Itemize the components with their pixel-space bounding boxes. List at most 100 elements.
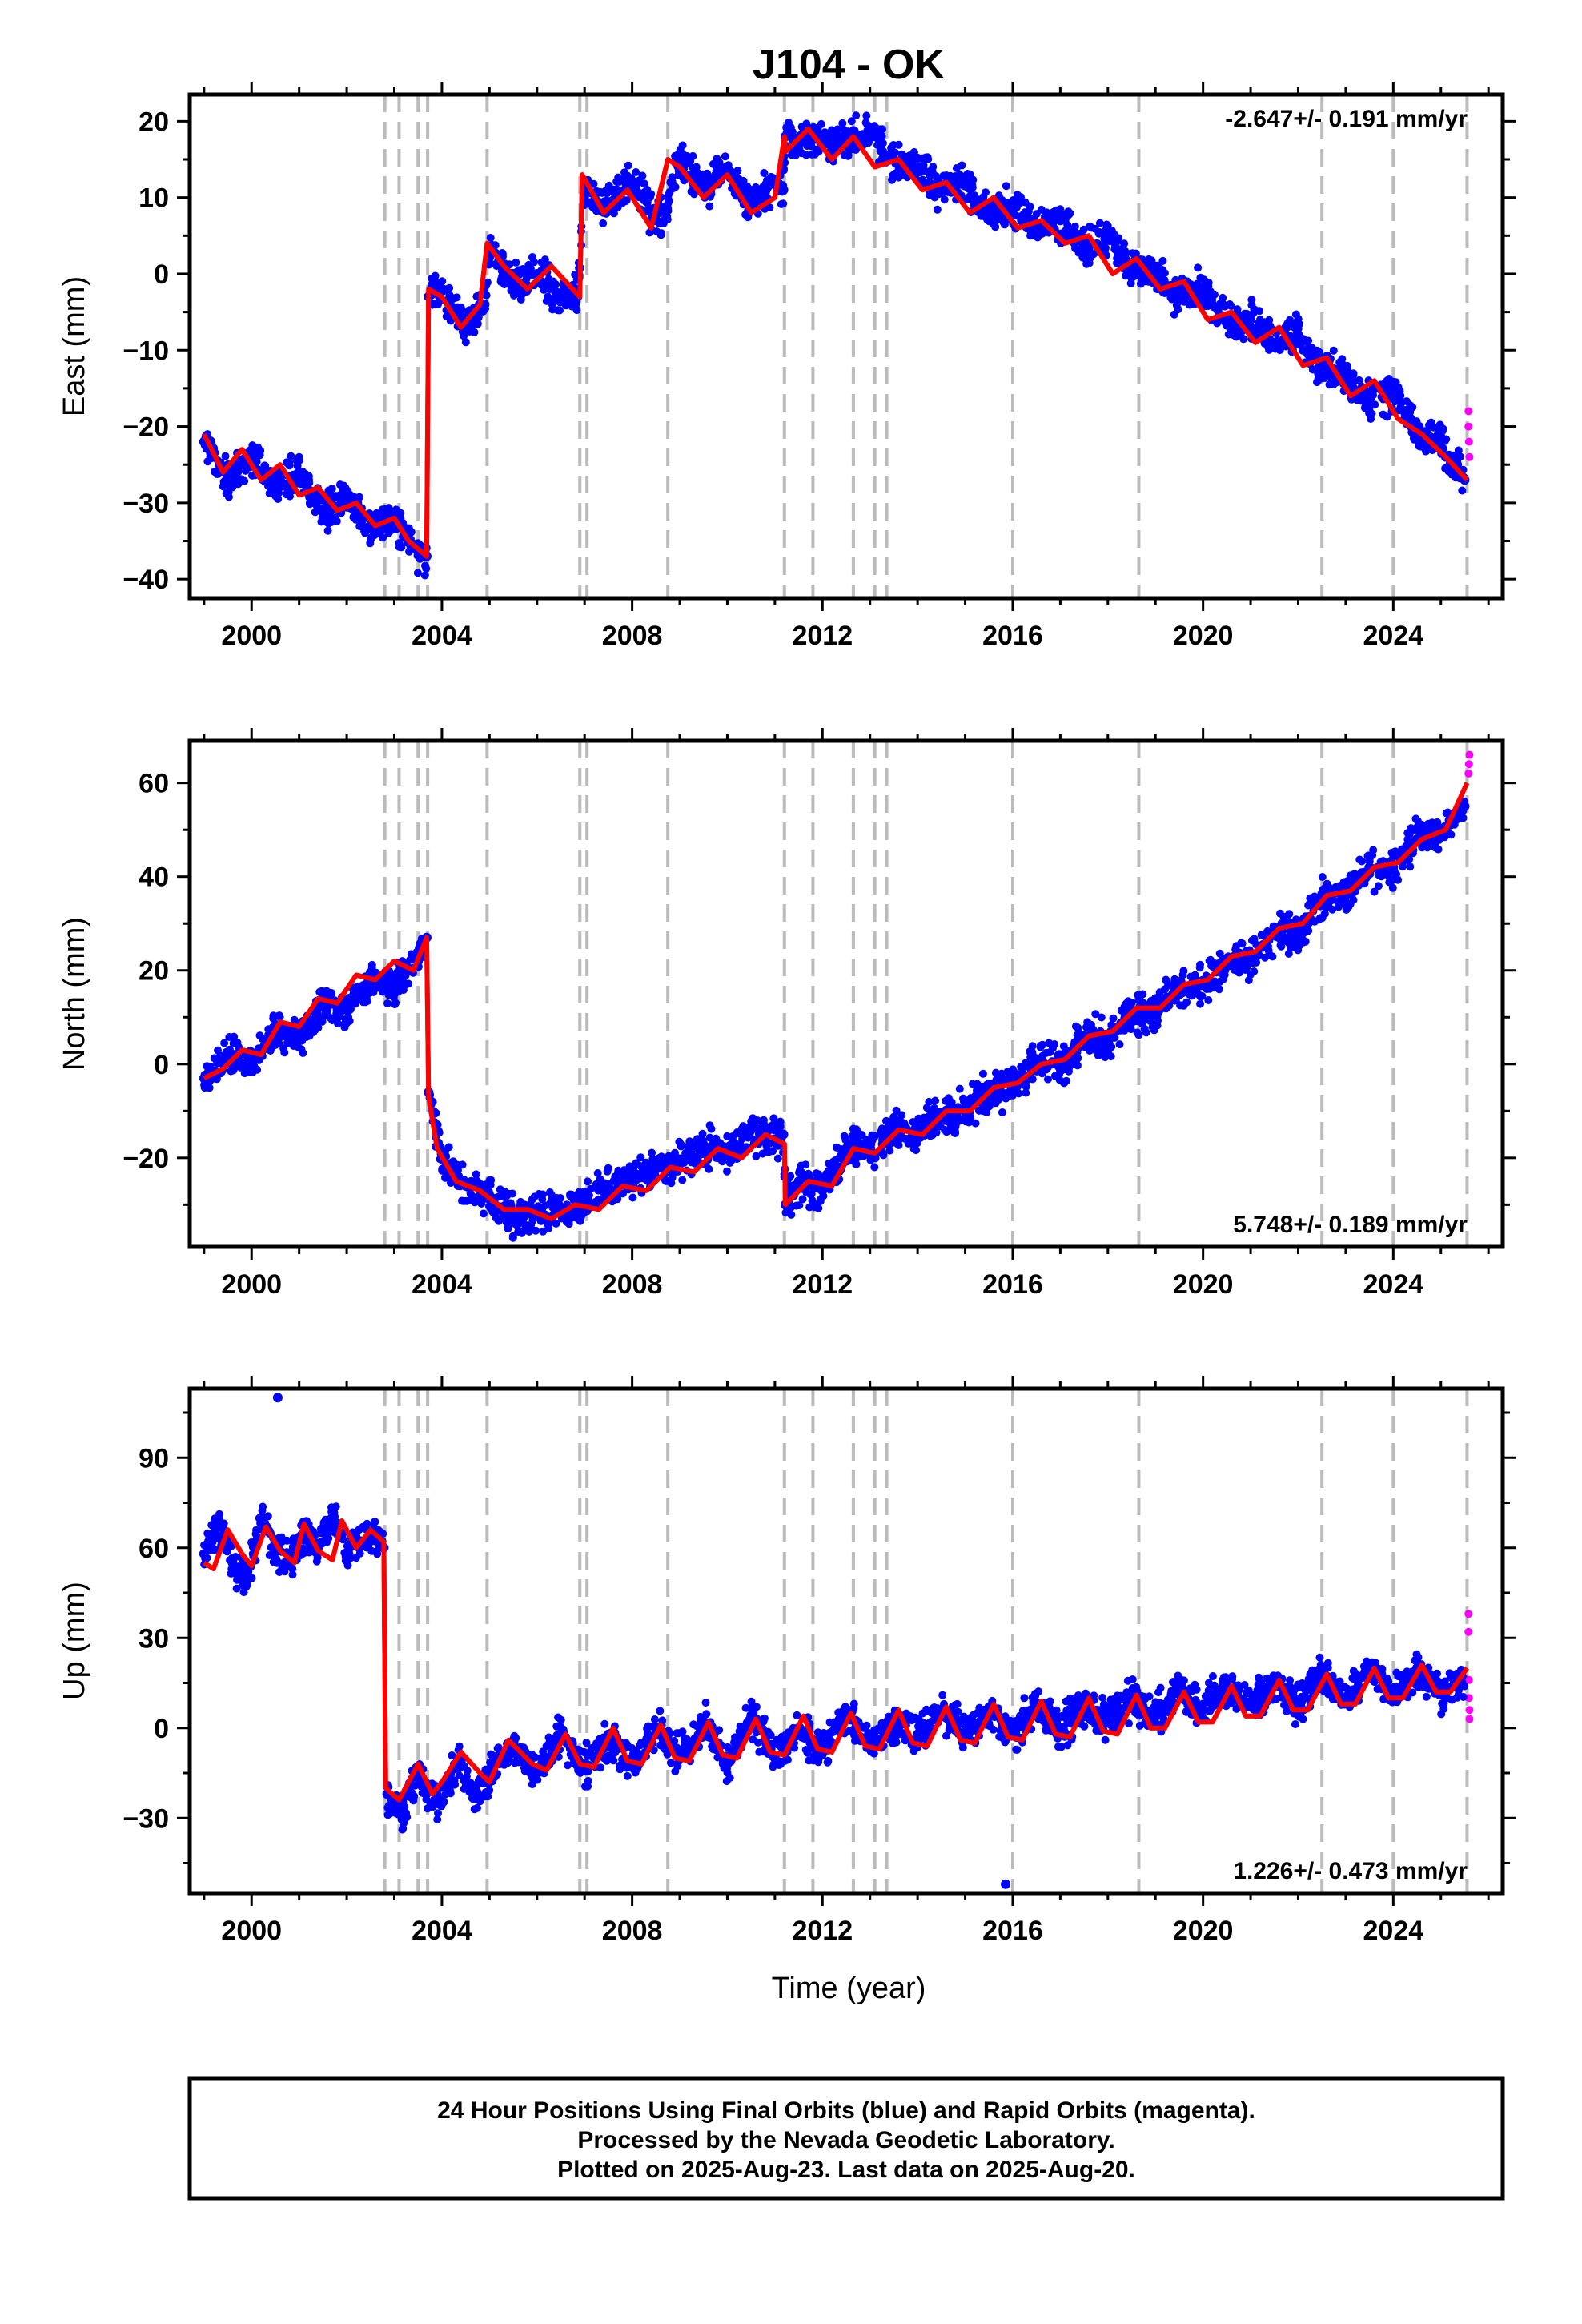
data-point bbox=[973, 1080, 982, 1088]
data-point bbox=[539, 1227, 548, 1236]
data-point bbox=[265, 489, 274, 497]
data-point bbox=[514, 1228, 523, 1236]
data-point bbox=[1038, 1051, 1046, 1060]
data-point bbox=[255, 1031, 264, 1040]
data-point bbox=[760, 169, 769, 177]
data-point bbox=[504, 1224, 512, 1233]
data-point bbox=[499, 1192, 508, 1201]
data-point bbox=[1166, 293, 1175, 302]
data-point bbox=[272, 473, 281, 482]
data-point bbox=[556, 306, 564, 315]
data-point bbox=[367, 963, 376, 971]
data-point bbox=[1342, 905, 1351, 914]
data-point bbox=[665, 187, 674, 196]
data-point bbox=[1059, 210, 1068, 219]
data-point bbox=[656, 231, 665, 239]
data-point bbox=[221, 452, 230, 460]
data-point bbox=[968, 180, 977, 189]
data-point bbox=[1458, 486, 1467, 495]
data-point bbox=[392, 976, 401, 985]
data-point bbox=[486, 259, 495, 268]
data-point bbox=[444, 1143, 453, 1152]
data-point bbox=[1276, 909, 1284, 918]
data-point bbox=[842, 1143, 851, 1152]
data-point bbox=[275, 1011, 283, 1020]
data-point bbox=[867, 130, 876, 139]
data-point bbox=[801, 1160, 810, 1169]
data-point bbox=[295, 456, 303, 465]
data-point bbox=[681, 1149, 690, 1157]
data-point bbox=[1036, 1043, 1045, 1051]
data-point bbox=[1287, 931, 1296, 939]
data-point bbox=[878, 147, 887, 155]
x-tick-label: 2004 bbox=[412, 621, 472, 651]
data-point bbox=[343, 487, 352, 495]
data-point bbox=[1043, 1075, 1052, 1084]
data-point bbox=[1195, 963, 1204, 972]
data-point bbox=[1219, 975, 1227, 983]
data-point bbox=[1026, 1047, 1034, 1056]
data-point bbox=[1115, 1040, 1124, 1049]
y-tick-label: −10 bbox=[122, 336, 169, 366]
data-point bbox=[319, 1011, 327, 1020]
data-point bbox=[705, 1164, 713, 1173]
data-point bbox=[1095, 219, 1104, 227]
east-panel: 2000 2004 2008 2012 2016 2020 2024−40−30−20−10… bbox=[58, 82, 1516, 651]
data-point bbox=[482, 291, 491, 300]
data-point bbox=[1255, 307, 1264, 316]
data-point bbox=[200, 1084, 209, 1092]
data-point bbox=[1117, 1006, 1126, 1015]
data-point bbox=[596, 187, 604, 196]
data-point bbox=[660, 1159, 669, 1168]
data-point bbox=[1175, 289, 1184, 298]
data-point bbox=[918, 175, 927, 184]
data-point bbox=[479, 1209, 488, 1218]
figure-title: J104 - OK bbox=[753, 42, 945, 88]
data-point bbox=[1379, 410, 1387, 419]
data-point bbox=[225, 1033, 234, 1041]
data-point bbox=[1207, 955, 1215, 964]
data-point bbox=[763, 176, 771, 184]
data-point bbox=[668, 1173, 677, 1182]
data-point bbox=[1343, 365, 1352, 373]
x-tick-label: 2024 bbox=[1363, 621, 1424, 651]
data-point bbox=[1329, 346, 1338, 355]
data-point bbox=[829, 145, 837, 154]
data-point bbox=[609, 209, 618, 218]
data-point bbox=[628, 1193, 637, 1202]
data-point bbox=[215, 1059, 223, 1068]
data-point bbox=[1403, 397, 1411, 406]
data-point bbox=[324, 488, 333, 497]
data-point bbox=[1153, 1013, 1162, 1021]
data-point bbox=[1196, 992, 1205, 1001]
data-point bbox=[756, 187, 765, 195]
data-point bbox=[1247, 296, 1256, 304]
data-point bbox=[1349, 895, 1358, 904]
data-point bbox=[349, 513, 358, 521]
data-point bbox=[1073, 1061, 1082, 1070]
data-point bbox=[993, 1071, 1002, 1080]
data-point bbox=[1085, 259, 1094, 267]
data-point bbox=[1465, 452, 1474, 461]
data-point bbox=[716, 170, 725, 179]
data-point bbox=[1012, 202, 1021, 211]
data-point bbox=[1408, 403, 1417, 412]
data-point bbox=[1407, 836, 1416, 845]
data-point bbox=[279, 482, 287, 491]
y-tick-label: 0 bbox=[154, 259, 169, 290]
data-point bbox=[614, 1166, 623, 1175]
data-point bbox=[558, 290, 567, 299]
data-point bbox=[754, 195, 763, 204]
data-point bbox=[1456, 452, 1464, 461]
data-point bbox=[1114, 247, 1123, 255]
data-point bbox=[971, 193, 980, 202]
data-point bbox=[736, 1140, 745, 1148]
data-point bbox=[901, 1134, 909, 1143]
data-point bbox=[800, 1171, 809, 1180]
data-point bbox=[909, 148, 918, 156]
data-point bbox=[955, 1084, 964, 1093]
data-point bbox=[572, 1208, 581, 1216]
data-point bbox=[624, 161, 632, 170]
data-point bbox=[380, 505, 389, 513]
data-point bbox=[485, 1176, 494, 1184]
